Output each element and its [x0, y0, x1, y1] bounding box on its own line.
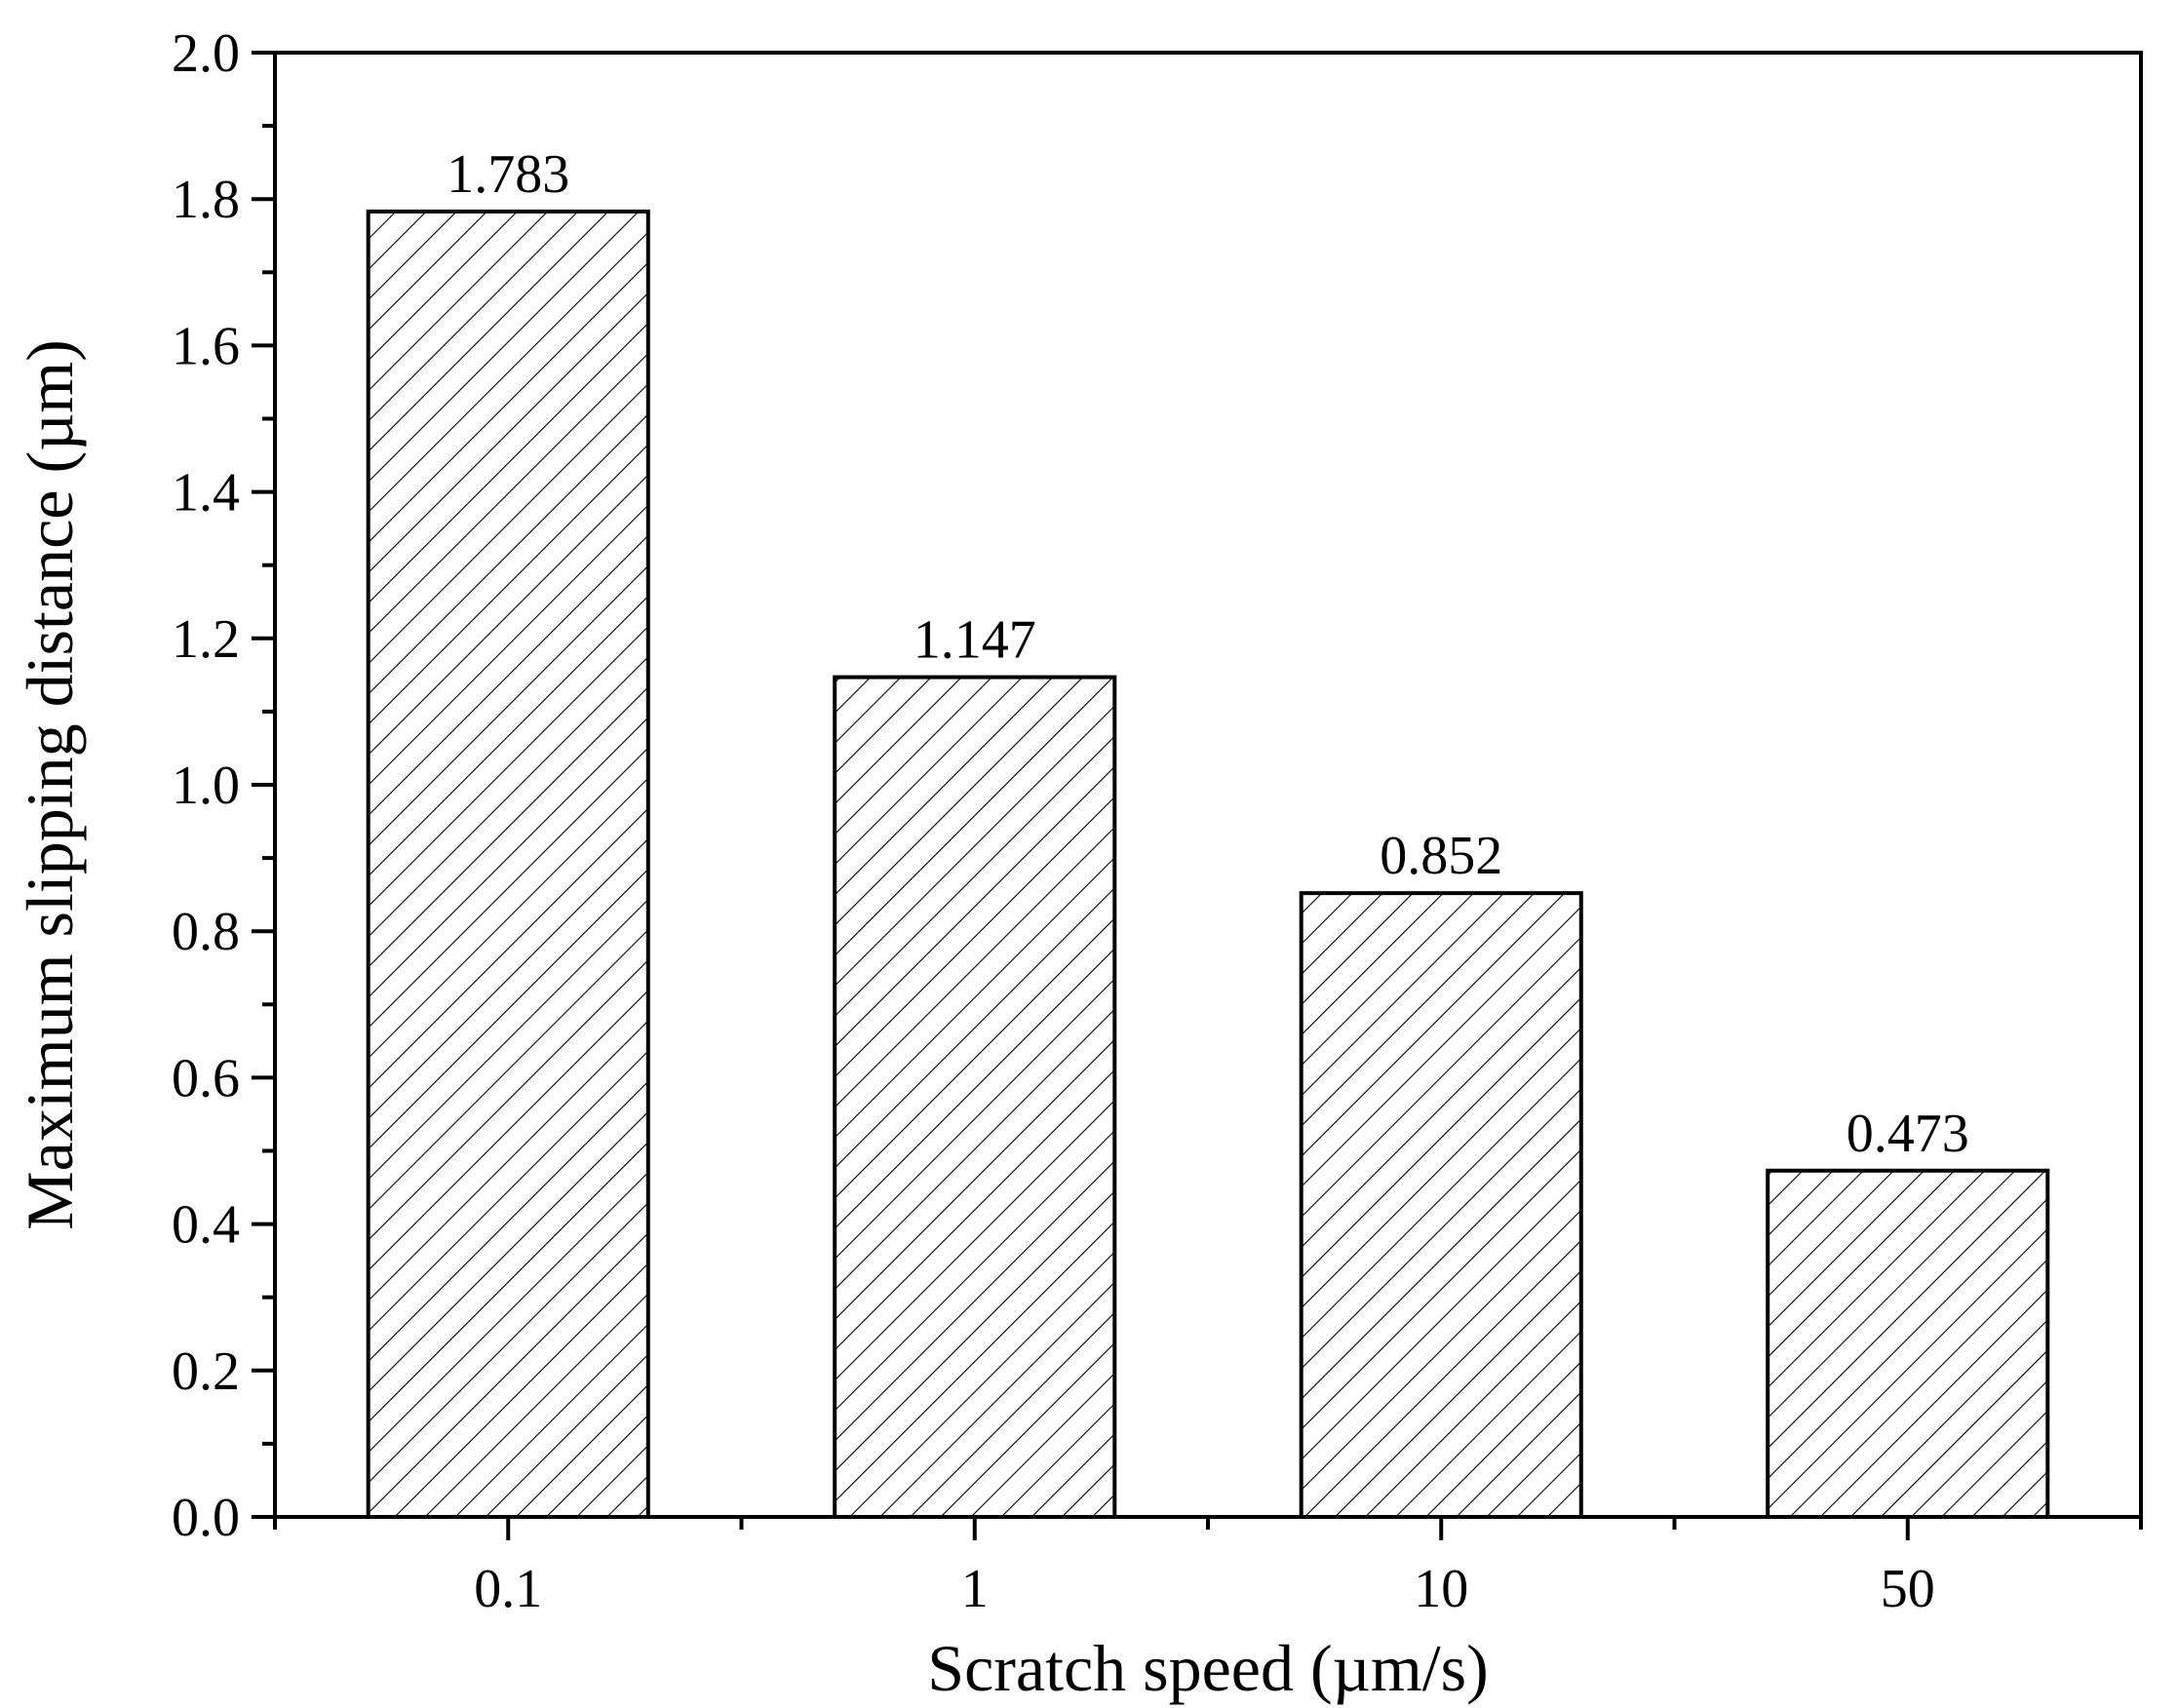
- bar-1: [833, 675, 1117, 1519]
- y-tick-label: 1.6: [172, 316, 240, 376]
- y-axis-ticks: 0.0 0.2 0.4 0.6 0.8 1.0 1.2 1.4 1.6 1.8 2.0: [172, 23, 275, 1548]
- bar-value-label: 1.783: [447, 144, 569, 205]
- bar-0.1: [366, 209, 650, 1519]
- bar-50: [1766, 1168, 2050, 1519]
- y-tick-label: 0.8: [172, 902, 240, 962]
- y-tick-label: 2.0: [172, 23, 240, 84]
- y-tick-label: 0.0: [172, 1488, 240, 1548]
- x-axis-ticks: 0.1 1 10 50: [273, 1517, 2143, 1619]
- y-tick-label: 0.4: [172, 1195, 240, 1256]
- bar-value-label: 0.852: [1380, 826, 1502, 886]
- y-tick-label: 1.8: [172, 170, 240, 230]
- y-tick-label: 0.6: [172, 1048, 240, 1108]
- bar-value-label: 0.473: [1847, 1104, 1969, 1164]
- bar-10: [1299, 891, 1583, 1519]
- y-tick-label: 1.0: [172, 756, 240, 816]
- x-tick-label: 50: [1881, 1559, 1935, 1619]
- y-tick-label: 1.4: [172, 463, 240, 524]
- x-tick-label: 0.1: [474, 1559, 542, 1619]
- y-tick-label: 0.2: [172, 1341, 240, 1402]
- x-tick-label: 1: [961, 1559, 989, 1619]
- bars-layer: 1.783 1.147 0.852 0.473: [366, 144, 2050, 1519]
- x-axis-title: Scratch speed (µm/s): [927, 1631, 1488, 1705]
- bar-value-label: 1.147: [914, 610, 1036, 671]
- y-axis-title: Maximum slipping distance (µm): [13, 339, 87, 1230]
- x-tick-label: 10: [1414, 1559, 1468, 1619]
- y-tick-label: 1.2: [172, 609, 240, 670]
